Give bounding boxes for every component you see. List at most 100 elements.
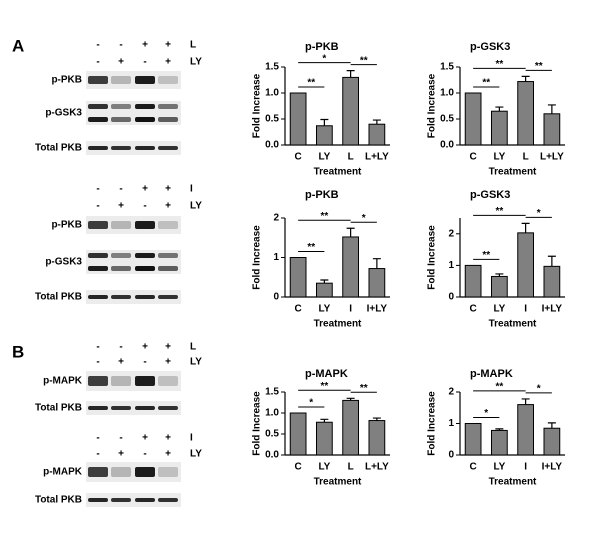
bar bbox=[342, 76, 359, 146]
y-axis-label: Fold Increase bbox=[252, 391, 263, 456]
x-tick-label: L+LY bbox=[365, 462, 389, 473]
y-axis-label: Fold Increase bbox=[427, 73, 438, 138]
y-axis-label: Fold Increase bbox=[427, 225, 438, 290]
x-tick-label: C bbox=[470, 462, 477, 473]
x-axis-label: Treatment bbox=[314, 167, 362, 178]
y-tick-label: 2 bbox=[273, 213, 279, 224]
bar bbox=[289, 412, 307, 456]
blot-band bbox=[135, 146, 155, 150]
treatment-sign: + bbox=[165, 40, 171, 51]
error-bar bbox=[320, 279, 329, 284]
bar bbox=[316, 421, 333, 456]
blot-band bbox=[111, 376, 131, 386]
x-tick-label: C bbox=[470, 304, 477, 315]
blot-band bbox=[88, 467, 108, 477]
significance-label: ** bbox=[360, 383, 368, 394]
blot-band bbox=[158, 253, 178, 258]
bar bbox=[368, 420, 386, 456]
blot-band bbox=[158, 295, 178, 299]
y-tick-label: 0.0 bbox=[265, 140, 279, 151]
treatment-sign: + bbox=[165, 357, 171, 368]
y-tick-label: 1.0 bbox=[265, 408, 279, 419]
blot-band bbox=[135, 76, 155, 84]
error-bar bbox=[372, 417, 381, 421]
blot-strip bbox=[86, 290, 181, 304]
blot-band bbox=[135, 253, 155, 258]
significance-label: ** bbox=[307, 242, 315, 253]
bar bbox=[368, 123, 386, 146]
significance-label: ** bbox=[495, 59, 503, 70]
blot-band bbox=[135, 221, 155, 229]
chart-title: p-MAPK bbox=[470, 368, 513, 380]
treatment-sign: - bbox=[143, 57, 146, 68]
treatment-label: LY bbox=[190, 357, 202, 368]
x-axis-label: Treatment bbox=[314, 477, 362, 488]
error-bar bbox=[547, 104, 556, 114]
blot-band bbox=[88, 376, 108, 386]
blot-band bbox=[111, 76, 131, 84]
bar bbox=[464, 92, 482, 146]
error-bar bbox=[346, 397, 355, 401]
panel-label: A bbox=[12, 36, 24, 55]
band-label: Total PKB bbox=[35, 403, 82, 414]
treatment-sign: + bbox=[165, 184, 171, 195]
y-tick-label: 1.5 bbox=[265, 387, 279, 398]
blot-band bbox=[158, 221, 178, 229]
treatment-sign: - bbox=[143, 201, 146, 212]
y-tick-label: 1.0 bbox=[440, 88, 454, 99]
significance-label: ** bbox=[495, 382, 503, 393]
error-bar bbox=[495, 428, 504, 431]
bar bbox=[368, 268, 386, 298]
bar bbox=[289, 257, 307, 298]
blot-band bbox=[88, 76, 108, 84]
x-tick-label: LY bbox=[493, 152, 505, 163]
y-tick-label: 1 bbox=[448, 418, 454, 429]
blot-band bbox=[135, 117, 155, 122]
significance-label: ** bbox=[482, 250, 490, 261]
blot-band bbox=[135, 467, 155, 477]
treatment-sign: + bbox=[118, 357, 124, 368]
treatment-sign: + bbox=[165, 57, 171, 68]
bar bbox=[543, 113, 561, 146]
blot-band bbox=[88, 295, 108, 299]
x-axis-label: Treatment bbox=[489, 319, 537, 330]
blot-band bbox=[88, 117, 108, 122]
error-bar bbox=[372, 119, 381, 125]
bar bbox=[491, 275, 508, 298]
band-label: p-PKB bbox=[51, 75, 82, 86]
significance-label: * bbox=[537, 208, 541, 219]
y-tick-label: 1 bbox=[448, 260, 454, 271]
x-tick-label: L bbox=[348, 462, 354, 473]
blot-band bbox=[158, 76, 178, 84]
blot-band bbox=[88, 221, 108, 229]
blot-band bbox=[111, 146, 131, 150]
blot-strip bbox=[86, 401, 181, 415]
bar bbox=[289, 92, 307, 146]
treatment-sign: - bbox=[143, 449, 146, 460]
x-tick-label: C bbox=[470, 152, 477, 163]
blot-band bbox=[111, 406, 131, 410]
error-bar bbox=[495, 106, 504, 112]
significance-label: ** bbox=[320, 211, 328, 222]
chart-title: p-GSK3 bbox=[470, 41, 510, 53]
blot-band bbox=[111, 295, 131, 299]
bar bbox=[464, 423, 482, 456]
treatment-sign: - bbox=[143, 357, 146, 368]
y-tick-label: 0 bbox=[448, 292, 454, 303]
treatment-label: I bbox=[190, 184, 193, 195]
x-tick-label: LY bbox=[318, 462, 330, 473]
bar bbox=[491, 429, 508, 456]
error-bar bbox=[346, 227, 355, 237]
treatment-label: L bbox=[190, 342, 196, 353]
treatment-sign: - bbox=[96, 449, 99, 460]
y-axis-label: Fold Increase bbox=[252, 225, 263, 290]
blot-band bbox=[135, 104, 155, 109]
blot-strip bbox=[86, 216, 181, 234]
treatment-label: LY bbox=[190, 57, 202, 68]
x-axis-label: Treatment bbox=[314, 319, 362, 330]
significance-label: * bbox=[537, 384, 541, 395]
y-tick-label: 1.0 bbox=[265, 88, 279, 99]
blot-band bbox=[158, 498, 178, 502]
treatment-sign: + bbox=[118, 449, 124, 460]
treatment-sign: - bbox=[119, 342, 122, 353]
